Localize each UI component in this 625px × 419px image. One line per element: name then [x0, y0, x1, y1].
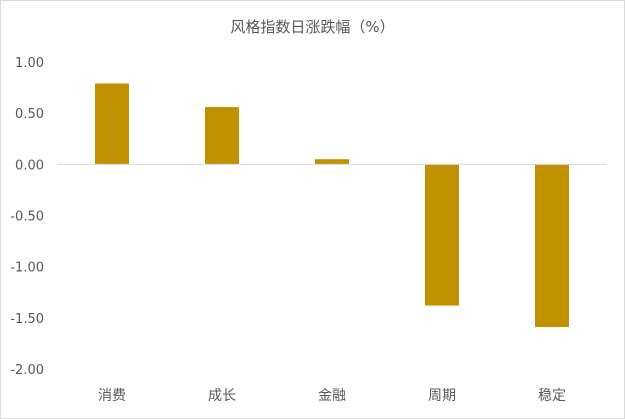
y-tick-label: 0.50 — [15, 107, 44, 122]
y-axis-ticks: 1.00 0.50 0.00 -0.50 -1.00 -1.50 -2.00 — [10, 56, 44, 378]
y-tick-label: 1.00 — [15, 56, 44, 71]
bar — [535, 164, 569, 328]
x-axis-labels: 消费 成长 金融 周期 稳定 — [98, 388, 566, 404]
y-tick-label: -1.00 — [10, 261, 44, 276]
y-tick-label: -0.50 — [10, 210, 44, 225]
bars — [95, 83, 569, 328]
y-tick-label: -2.00 — [10, 363, 44, 378]
bar — [315, 159, 349, 165]
x-category-label: 金融 — [318, 388, 346, 404]
bar — [95, 83, 129, 165]
chart-title: 风格指数日涨跌幅（%） — [230, 18, 395, 36]
x-category-label: 稳定 — [538, 388, 566, 404]
x-category-label: 成长 — [208, 388, 236, 404]
y-tick-label: -1.50 — [10, 312, 44, 327]
x-category-label: 周期 — [428, 388, 456, 404]
bar — [425, 164, 459, 306]
bar — [205, 107, 239, 165]
y-tick-label: 0.00 — [15, 158, 44, 173]
x-category-label: 消费 — [98, 388, 126, 404]
